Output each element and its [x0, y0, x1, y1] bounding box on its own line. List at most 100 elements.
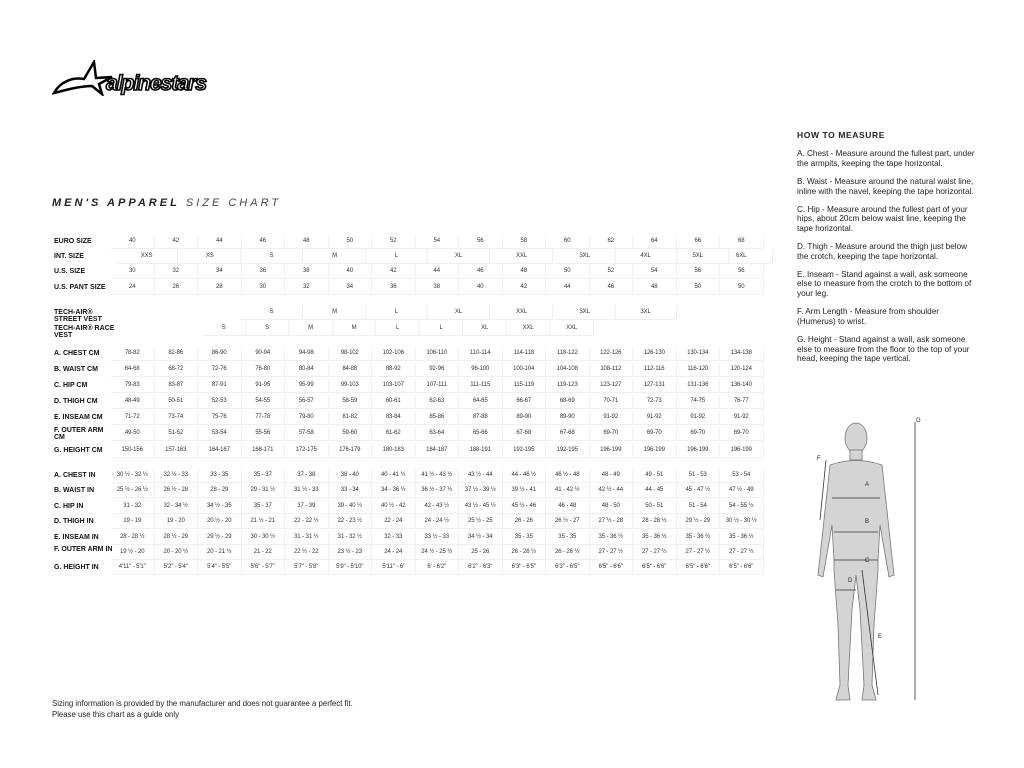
row-label: F. OUTER ARM CM [54, 427, 104, 441]
row-label: B. WAIST IN [54, 487, 95, 494]
table-cell: 44 [198, 234, 242, 249]
table-cell: 26 ½ - 28 [154, 483, 198, 498]
table-cell: 6'5" - 6'6" [633, 560, 677, 575]
body-measurement-figure: G F A B C D E [817, 418, 921, 701]
table-cell: 6'5" - 6'6" [589, 560, 633, 575]
table-cell: 35 - 36 ½ [633, 530, 677, 545]
table-cell: 134-138 [720, 346, 764, 361]
table-cell: 67-68 [546, 426, 590, 441]
table-cell: 91-92 [633, 410, 677, 425]
table-cell: 91-92 [676, 410, 720, 425]
table-cell: 32 [285, 280, 329, 295]
table-cell: 51 - 54 [676, 499, 720, 514]
table-cell: 188-191 [459, 443, 503, 458]
table-cell: 84-88 [328, 362, 372, 377]
table-cell: 79-80 [285, 410, 329, 425]
figure-label-b: B [865, 519, 869, 525]
table-cell: 46 [241, 234, 285, 249]
table-cell: 28 ½ - 29 [154, 530, 198, 545]
table-cell: 23 ½ - 23 [328, 545, 372, 560]
table-cell: S [245, 321, 290, 336]
table-cell: 26 - 26 ½ [546, 545, 590, 560]
table-cell: 78-82 [111, 346, 155, 361]
table-cell: 70-71 [589, 394, 633, 409]
figure-label-f: F [817, 456, 821, 462]
table-cell: 22 - 22 ½ [285, 514, 329, 529]
table-cell: 103-107 [372, 378, 416, 393]
measure-chest: A. Chest - Measure around the fullest pa… [797, 149, 975, 168]
table-cell: 44 [415, 264, 459, 279]
table-cell: 72-73 [633, 394, 677, 409]
table-cell: 75-76 [198, 410, 242, 425]
table-cell: 27 ½ - 28 [589, 514, 633, 529]
measure-inseam: E. Inseam - Stand against a wall, ask so… [797, 270, 972, 298]
table-cell: 104-108 [546, 362, 590, 377]
table-cell: S [240, 249, 303, 264]
table-cell: 45 - 47 ½ [676, 483, 720, 498]
table-cell: 25 ½ - 25 [459, 514, 503, 529]
table-cell: XXS [116, 249, 179, 264]
table-cell: M [304, 305, 367, 320]
table-cell: 51 - 53 [676, 468, 720, 483]
table-cell: 40 [111, 234, 155, 249]
table-cell: 62 [589, 234, 633, 249]
table-cell: 65-66 [459, 426, 503, 441]
table-cell: 42 [372, 264, 416, 279]
row-label: B. WAIST CM [54, 366, 98, 373]
table-cell: 90-94 [241, 346, 285, 361]
table-cell: 35 - 35 [502, 530, 546, 545]
table-cell: 22 - 23 ½ [328, 514, 372, 529]
table-cell: 54 [633, 264, 677, 279]
table-cell: 24 ½ - 25 ½ [415, 545, 459, 560]
table-cell: 176-179 [328, 443, 372, 458]
table-cell: 56-57 [285, 394, 329, 409]
table-cell: 66 [676, 234, 720, 249]
table-cell: 31 - 32 ½ [328, 530, 372, 545]
table-cell: M [289, 321, 333, 336]
table-cell: XL [428, 305, 490, 320]
table-cell: 41 - 42 ½ [546, 483, 590, 498]
figure-label-a: A [865, 482, 869, 488]
table-cell: 21 - 22 [241, 545, 285, 560]
table-cell: 29 ½ - 29 [198, 530, 242, 545]
table-cell: 95-99 [285, 378, 329, 393]
row-label: F. OUTER ARM IN [54, 546, 113, 553]
table-cell: 50 [546, 264, 590, 279]
table-cell: 54-55 [241, 394, 285, 409]
table-cell: 38 [415, 280, 459, 295]
row-label: U.S. SIZE [54, 268, 86, 275]
table-cell: 20 - 21 ½ [198, 545, 242, 560]
table-cell: 46 - 48 [546, 499, 590, 514]
table-cell: 46 [589, 280, 633, 295]
table-cell: 37 ½ - 39 ½ [459, 483, 503, 498]
table-cell: S [240, 305, 303, 320]
table-cell: 52-53 [198, 394, 242, 409]
table-cell: 108-112 [589, 362, 633, 377]
table-cell: 98-102 [328, 346, 372, 361]
table-cell: 34 ½ - 35 [198, 499, 242, 514]
table-cell: 31 - 31 ½ [285, 530, 329, 545]
table-cell: 94-98 [285, 346, 329, 361]
table-cell: 25 ½ - 26 ½ [111, 483, 155, 498]
table-cell: 110-114 [459, 346, 503, 361]
table-cell: 30 [111, 264, 155, 279]
table-cell: 157-163 [154, 443, 198, 458]
table-cell: 33 ½ - 33 [415, 530, 459, 545]
table-cell: 43 ½ - 45 ½ [459, 499, 503, 514]
table-cell: L [365, 305, 428, 320]
table-cell: 57-58 [285, 426, 329, 441]
table-cell: 172-175 [285, 443, 329, 458]
table-cell: 74-75 [676, 394, 720, 409]
table-cell: 120-124 [720, 362, 764, 377]
row-label: G. HEIGHT IN [54, 564, 99, 571]
table-cell: 34 ½ - 34 [459, 530, 503, 545]
table-cell: 76-77 [720, 394, 764, 409]
table-cell: M [304, 249, 367, 264]
table-cell: XXL [491, 305, 554, 320]
table-cell: 62-63 [415, 394, 459, 409]
table-cell: S [202, 321, 246, 336]
table-cell: 26 - 26 [502, 514, 546, 529]
row-label: A. CHEST CM [54, 350, 100, 357]
table-cell: 64 [633, 234, 677, 249]
table-cell: 42 - 43 ½ [415, 499, 459, 514]
